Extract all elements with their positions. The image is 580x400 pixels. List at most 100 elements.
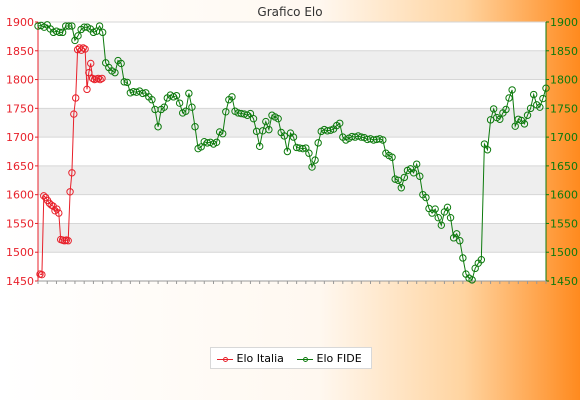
y-tick-label-right: 1900: [550, 16, 578, 29]
y-tick-label-left: 1900: [6, 16, 34, 29]
point-elo-italia: [81, 45, 89, 53]
legend: Elo Italia Elo FIDE: [210, 347, 372, 369]
y-tick-label-left: 1500: [6, 246, 34, 259]
point-elo-italia: [68, 169, 76, 177]
point-elo-fide: [314, 139, 322, 147]
y-axis-left-ticks: 1450 1500 1550 1600 1650 1700 1750 1800 1850 1900: [6, 16, 38, 288]
point-elo-fide: [394, 176, 402, 184]
point-elo-fide: [526, 104, 535, 113]
point-elo-fide: [289, 133, 298, 141]
point-elo-fide: [228, 93, 236, 101]
series-elo-italia: [36, 44, 106, 279]
point-elo-italia: [70, 110, 78, 118]
legend-item-fide[interactable]: Elo FIDE: [297, 352, 362, 365]
point-elo-italia: [51, 207, 59, 215]
y-tick-label-right: 1700: [550, 131, 578, 144]
grid-bands: [38, 22, 546, 281]
point-elo-fide: [120, 78, 128, 86]
point-elo-fide: [400, 173, 409, 182]
point-elo-fide: [191, 123, 199, 131]
point-elo-fide: [219, 129, 227, 138]
point-elo-italia: [40, 192, 48, 200]
point-elo-fide: [283, 147, 292, 156]
y-tick-label-left: 1450: [6, 275, 34, 288]
point-elo-fide: [409, 169, 418, 177]
point-elo-fide: [480, 140, 489, 148]
x-axis-ticks: [37, 281, 547, 284]
point-elo-italia: [77, 46, 86, 54]
point-elo-italia: [96, 75, 104, 84]
point-elo-fide: [265, 125, 273, 134]
point-elo-italia: [66, 188, 74, 196]
point-elo-fide: [388, 153, 396, 161]
point-elo-fide: [262, 117, 270, 126]
point-elo-fide: [74, 32, 82, 40]
grid-band: [38, 108, 546, 138]
point-elo-fide: [148, 96, 156, 104]
point-elo-fide: [502, 105, 510, 114]
y-tick-label-left: 1650: [6, 160, 34, 173]
grid-band: [38, 165, 546, 195]
point-elo-fide: [456, 237, 464, 245]
point-elo-italia: [47, 201, 55, 209]
point-elo-fide: [111, 68, 119, 77]
y-axis-right-ticks: 1450 1500 1550 1600 1650 1700 1750 1800 1850 1900: [546, 16, 578, 288]
point-elo-fide: [55, 28, 64, 37]
y-tick-label-left: 1800: [6, 74, 34, 87]
point-elo-fide: [117, 59, 125, 68]
point-elo-fide: [397, 184, 405, 192]
point-elo-italia: [53, 205, 61, 213]
y-tick-label-right: 1750: [550, 102, 578, 115]
point-elo-fide: [453, 230, 461, 238]
point-elo-fide: [185, 89, 193, 98]
legend-label-italia: Elo Italia: [236, 352, 284, 365]
y-tick-label-right: 1850: [550, 45, 578, 58]
point-elo-italia: [79, 44, 87, 52]
point-elo-fide: [357, 133, 365, 141]
series-layer: [34, 21, 550, 284]
series-elo-fide: [34, 21, 550, 284]
point-elo-fide: [468, 276, 476, 284]
legend-item-italia[interactable]: Elo Italia: [217, 352, 284, 365]
point-elo-fide: [520, 120, 529, 128]
point-elo-italia: [83, 85, 91, 94]
point-elo-fide: [58, 28, 67, 37]
y-tick-label-right: 1650: [550, 160, 578, 173]
point-elo-fide: [98, 28, 107, 37]
point-elo-fide: [255, 142, 264, 151]
point-elo-italia: [94, 74, 102, 83]
legend-swatch-italia: [217, 355, 233, 363]
point-elo-fide: [160, 103, 168, 111]
point-elo-fide: [422, 193, 430, 202]
point-elo-fide: [379, 136, 387, 144]
y-tick-label-right: 1550: [550, 217, 578, 230]
point-elo-fide: [459, 254, 467, 262]
point-elo-italia: [75, 44, 84, 52]
legend-label-fide: Elo FIDE: [316, 352, 362, 365]
point-elo-fide: [299, 144, 307, 153]
point-elo-fide: [311, 156, 319, 164]
point-elo-fide: [412, 160, 421, 168]
grid-lines: [38, 21, 546, 282]
point-elo-fide: [305, 149, 313, 157]
point-elo-fide: [222, 108, 230, 116]
point-elo-fide: [542, 84, 550, 92]
point-elo-italia: [87, 59, 95, 68]
point-elo-italia: [38, 270, 46, 279]
y-tick-label-left: 1600: [6, 189, 34, 202]
point-elo-italia: [64, 237, 72, 245]
chart-title: Grafico Elo: [257, 5, 323, 19]
line-elo-fide: [37, 24, 547, 281]
point-elo-fide: [308, 163, 316, 171]
axes: [37, 22, 547, 282]
point-elo-italia: [85, 68, 93, 77]
point-elo-fide: [489, 105, 498, 113]
point-elo-fide: [154, 123, 162, 131]
point-elo-fide: [68, 22, 76, 30]
grid-band: [38, 223, 546, 253]
y-tick-label-left: 1750: [6, 102, 34, 115]
point-elo-fide: [505, 94, 513, 102]
point-elo-fide: [437, 221, 446, 229]
y-tick-label-right: 1800: [550, 74, 578, 87]
